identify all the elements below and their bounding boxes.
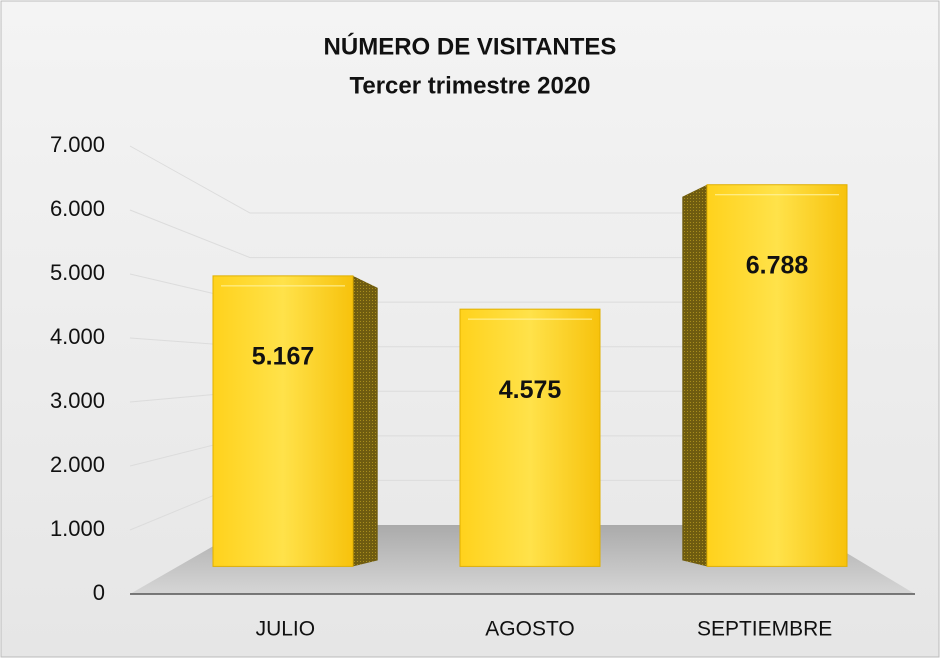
- bar: [706, 184, 848, 567]
- bar-side: [353, 275, 378, 567]
- bar: [212, 275, 354, 567]
- chart-subtitle: Tercer trimestre 2020: [349, 72, 590, 99]
- y-tick-label: 7.000: [50, 132, 105, 157]
- y-tick-label: 3.000: [50, 388, 105, 413]
- y-tick-label: 1.000: [50, 516, 105, 541]
- y-tick-label: 2.000: [50, 452, 105, 477]
- grid-line: [129, 145, 800, 214]
- grid-line: [129, 209, 800, 259]
- chart-title: NÚMERO DE VISITANTES: [324, 32, 617, 60]
- y-tick-label: 4.000: [50, 324, 105, 349]
- y-tick-label: 5.000: [50, 260, 105, 285]
- value-label: 5.167: [252, 342, 315, 370]
- bar: [459, 308, 601, 567]
- bar-side: [682, 184, 707, 567]
- y-tick-label: 0: [93, 580, 105, 605]
- value-label: 6.788: [746, 251, 809, 279]
- x-tick-label: AGOSTO: [485, 618, 574, 641]
- y-tick-label: 6.000: [50, 196, 105, 221]
- x-tick-label: JULIO: [256, 618, 316, 641]
- x-tick-label: SEPTIEMBRE: [697, 618, 832, 641]
- value-label: 4.575: [499, 376, 562, 404]
